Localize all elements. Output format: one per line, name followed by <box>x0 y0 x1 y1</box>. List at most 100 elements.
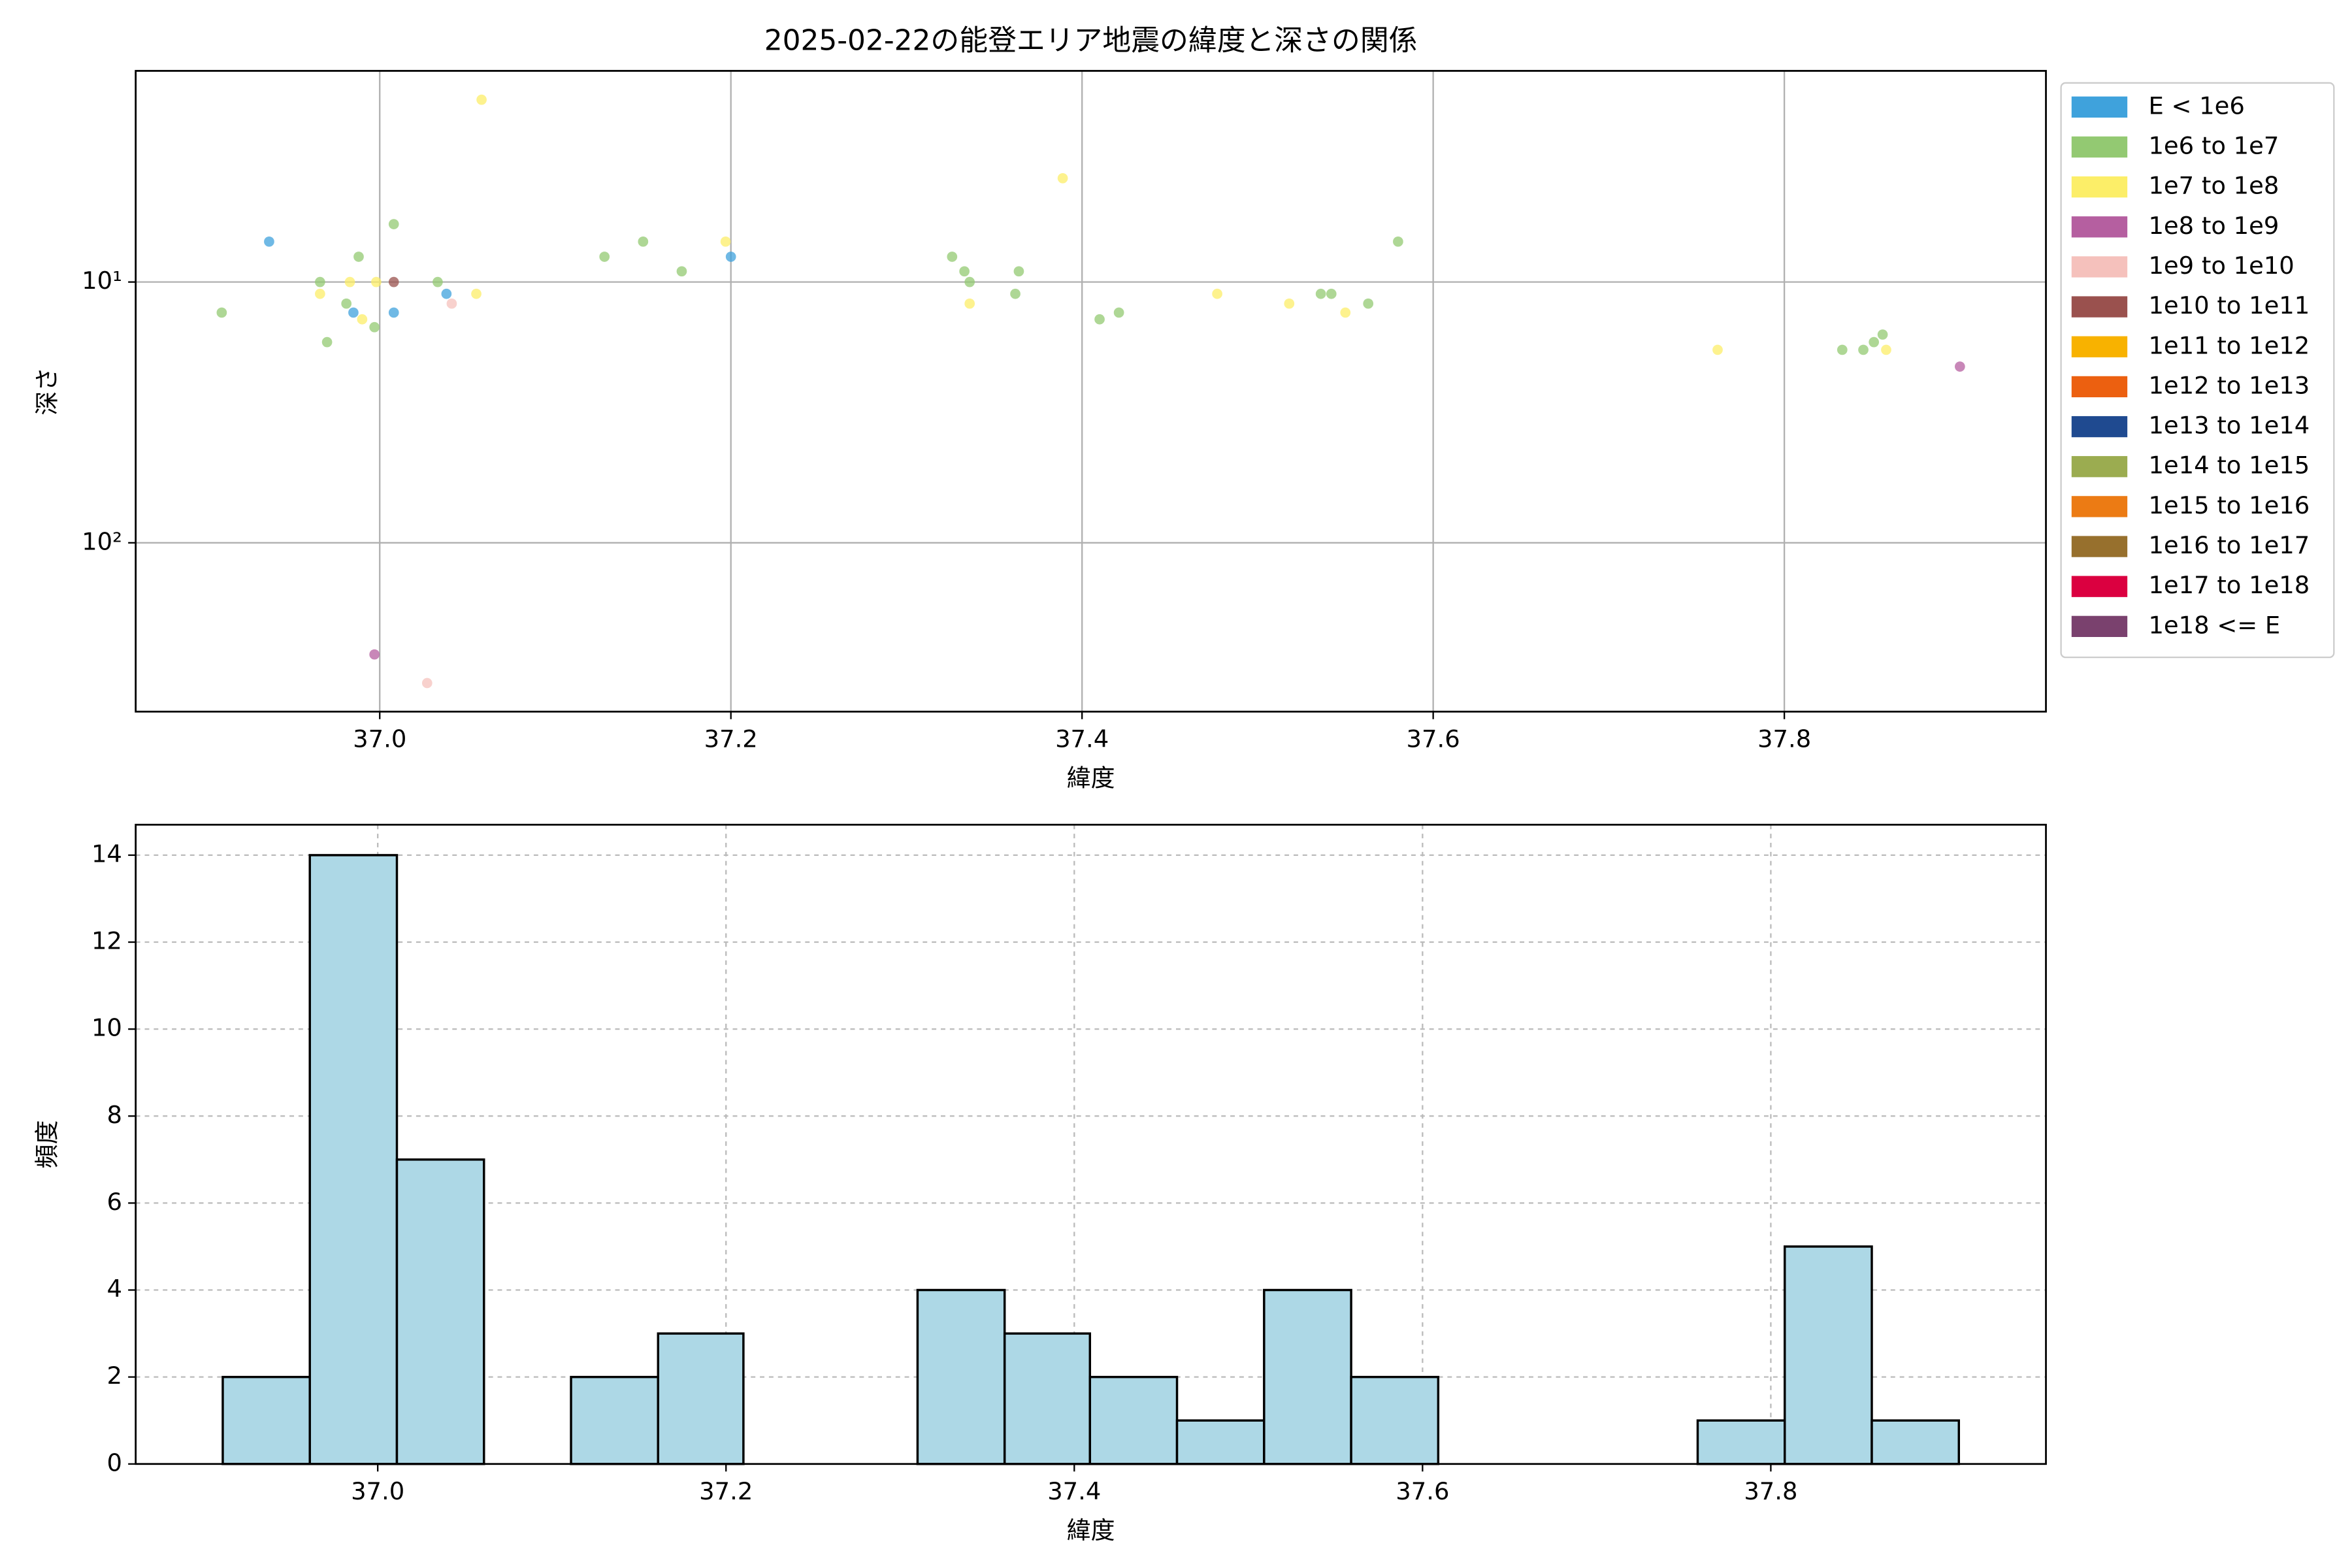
point <box>471 288 482 299</box>
legend-swatch <box>2071 216 2128 238</box>
y-tick-label: 2 <box>106 1362 122 1390</box>
plot-frame <box>135 823 2047 1465</box>
legend-swatch <box>2071 376 2128 398</box>
legend-label: 1e10 to 1e11 <box>2148 291 2310 319</box>
point <box>216 307 227 318</box>
point <box>638 236 649 247</box>
legend-swatch <box>2071 576 2128 597</box>
point <box>369 649 380 660</box>
point <box>599 252 610 262</box>
point <box>353 252 364 262</box>
point <box>315 276 325 287</box>
point <box>264 236 274 247</box>
point <box>388 276 399 287</box>
point <box>441 288 452 299</box>
y-tick-label: 10² <box>82 527 122 555</box>
point <box>676 266 687 277</box>
bar <box>221 1375 311 1465</box>
point <box>720 236 731 247</box>
point <box>964 298 975 309</box>
legend-swatch <box>2071 256 2128 278</box>
y-tick-label: 12 <box>91 927 122 955</box>
point <box>1955 361 1965 372</box>
legend-swatch <box>2071 456 2128 478</box>
plot-frame <box>135 70 2047 713</box>
legend-label: 1e8 to 1e9 <box>2148 212 2279 240</box>
legend-swatch <box>2071 176 2128 198</box>
legend-label: E < 1e6 <box>2148 91 2244 120</box>
y-tick-label: 0 <box>106 1448 122 1477</box>
point <box>357 314 368 325</box>
legend-label: 1e17 to 1e18 <box>2148 571 2310 599</box>
point <box>1712 344 1723 355</box>
bar <box>1784 1245 1873 1465</box>
bar <box>1088 1375 1179 1465</box>
legend-label: 1e11 to 1e12 <box>2148 331 2310 359</box>
bar <box>1175 1419 1266 1465</box>
point <box>371 276 382 287</box>
y-axis-label: 頻度 <box>33 1120 61 1169</box>
legend-swatch <box>2071 96 2128 118</box>
point <box>1315 288 1326 299</box>
legend-swatch <box>2071 416 2128 438</box>
x-axis-label: 緯度 <box>1067 764 1115 792</box>
y-axis-label: 深さ <box>33 367 61 416</box>
legend-label: 1e15 to 1e16 <box>2148 491 2310 519</box>
bar <box>1350 1375 1440 1465</box>
point <box>959 266 970 277</box>
chart-title: 2025-02-22の能登エリア地震の緯度と深さの関係 <box>764 24 1418 57</box>
point <box>1284 298 1295 309</box>
legend-label: 1e13 to 1e14 <box>2148 412 2310 440</box>
point <box>388 219 399 229</box>
bar <box>1003 1332 1092 1465</box>
point <box>388 307 399 318</box>
x-tick-label: 37.4 <box>1047 1477 1101 1505</box>
x-tick-label: 37.8 <box>1757 725 1811 753</box>
y-tick-label: 14 <box>91 840 122 868</box>
bar <box>308 854 399 1465</box>
y-tick-label: 8 <box>106 1101 122 1129</box>
point <box>1837 344 1848 355</box>
point <box>1010 288 1021 299</box>
legend-label: 1e14 to 1e15 <box>2148 451 2310 480</box>
point <box>446 298 457 309</box>
point <box>348 307 359 318</box>
legend-label: 1e18 <= E <box>2148 611 2280 639</box>
point <box>1113 307 1124 318</box>
point <box>1094 314 1105 325</box>
legend-box <box>2060 82 2335 659</box>
point <box>369 321 380 333</box>
x-tick-label: 37.0 <box>351 1477 404 1505</box>
point <box>1013 266 1024 277</box>
point <box>321 336 333 348</box>
legend-swatch <box>2071 136 2128 158</box>
legend-swatch <box>2071 536 2128 557</box>
point <box>344 276 355 287</box>
point <box>1340 307 1351 318</box>
y-tick-label: 4 <box>106 1275 122 1303</box>
point <box>725 252 736 262</box>
point <box>1877 329 1888 340</box>
legend-swatch <box>2071 496 2128 517</box>
point <box>1363 298 1374 309</box>
legend-label: 1e16 to 1e17 <box>2148 531 2310 559</box>
legend-label: 1e12 to 1e13 <box>2148 371 2310 399</box>
point <box>1212 288 1222 299</box>
legend-label: 1e6 to 1e7 <box>2148 132 2279 160</box>
legend-swatch <box>2071 296 2128 318</box>
bar <box>1870 1419 1961 1465</box>
x-axis-label: 緯度 <box>1067 1516 1115 1544</box>
bar <box>1696 1419 1786 1465</box>
x-tick-label: 37.2 <box>704 725 758 753</box>
legend-label: 1e7 to 1e8 <box>2148 172 2279 200</box>
x-tick-label: 37.8 <box>1744 1477 1797 1505</box>
point <box>315 288 325 299</box>
x-tick-label: 37.0 <box>353 725 406 753</box>
point <box>1393 236 1403 247</box>
x-tick-label: 37.6 <box>1396 1477 1449 1505</box>
point <box>947 252 958 262</box>
bar <box>395 1158 485 1465</box>
y-tick-label: 10¹ <box>82 267 122 295</box>
point <box>1881 344 1891 355</box>
